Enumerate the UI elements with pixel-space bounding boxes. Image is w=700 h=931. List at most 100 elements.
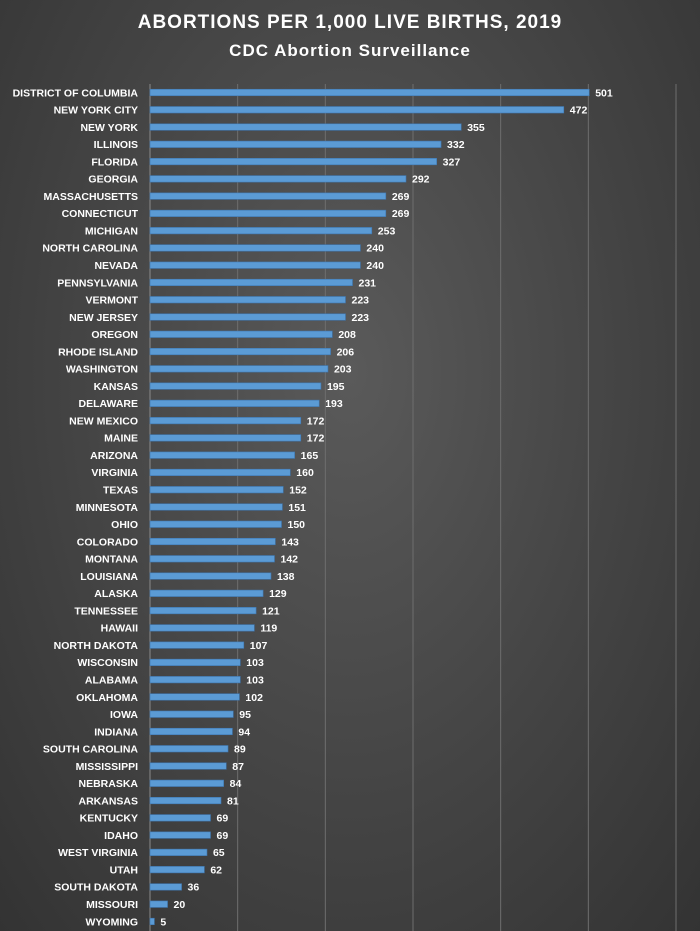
data-label: 20 [174, 899, 186, 911]
category-label: NEW YORK CITY [54, 105, 138, 117]
bar [149, 330, 333, 338]
bar [149, 710, 234, 718]
data-label: 65 [213, 847, 225, 859]
data-label: 36 [188, 882, 200, 894]
category-label: WASHINGTON [66, 364, 138, 376]
bar [149, 347, 331, 356]
category-label: TENNESSEE [74, 605, 138, 617]
data-label: 5 [160, 916, 166, 928]
data-label: 103 [246, 674, 264, 686]
bar [149, 209, 387, 217]
data-label: 152 [289, 485, 307, 497]
data-label: 203 [334, 364, 352, 376]
category-label: NEW YORK [80, 122, 138, 134]
data-label: 142 [280, 554, 298, 566]
data-label: 143 [281, 536, 299, 548]
data-label: 107 [250, 640, 268, 652]
data-label: 355 [467, 122, 485, 134]
category-label: MISSISSIPPI [76, 761, 139, 773]
data-label: 269 [392, 191, 410, 203]
data-label: 69 [216, 813, 228, 825]
category-label: IDAHO [104, 830, 138, 842]
data-label: 269 [392, 208, 410, 220]
chart-subtitle: CDC Abortion Surveillance [229, 41, 471, 60]
bar [149, 624, 255, 632]
bar [149, 589, 264, 597]
bar [149, 658, 241, 666]
data-label: 62 [210, 864, 222, 876]
data-label: 121 [262, 605, 280, 617]
data-label: 94 [238, 726, 250, 738]
data-label: 472 [570, 105, 588, 117]
category-label: NEW JERSEY [69, 312, 138, 324]
bar [149, 745, 229, 753]
bar [149, 607, 257, 615]
data-label: 102 [245, 692, 263, 704]
bar [149, 503, 283, 511]
bar [149, 693, 240, 701]
bar [149, 641, 245, 649]
data-label: 69 [216, 830, 228, 842]
data-label: 231 [359, 277, 377, 289]
category-label: MICHIGAN [85, 225, 138, 237]
bar [149, 296, 346, 304]
bar [149, 866, 205, 874]
category-label: SOUTH CAROLINA [43, 744, 138, 756]
data-label: 160 [296, 467, 314, 479]
category-label: ALASKA [94, 588, 138, 600]
bar [149, 278, 353, 287]
category-label: OKLAHOMA [76, 692, 138, 704]
bar [149, 192, 387, 200]
bar [149, 313, 346, 321]
category-label: NEW MEXICO [69, 415, 138, 427]
category-label: MISSOURI [86, 899, 138, 911]
data-label: 292 [412, 174, 430, 186]
category-label: UTAH [110, 864, 138, 876]
data-label: 501 [595, 87, 613, 99]
category-label: COLORADO [77, 536, 138, 548]
bar [149, 555, 275, 563]
data-label: 223 [351, 295, 369, 307]
data-label: 95 [239, 709, 251, 721]
category-label: NEVADA [94, 260, 138, 272]
bar [149, 88, 590, 97]
bar [149, 123, 462, 131]
category-label: MONTANA [85, 554, 138, 566]
category-label: LOUISIANA [80, 571, 138, 583]
bar [149, 434, 302, 442]
data-label: 223 [351, 312, 369, 324]
bar [149, 797, 222, 805]
bar [149, 244, 361, 252]
category-label: ARKANSAS [78, 795, 138, 807]
data-label: 138 [277, 571, 295, 583]
category-label: HAWAII [101, 623, 138, 635]
category-label: TEXAS [103, 485, 138, 497]
bar [149, 175, 407, 183]
data-label: 84 [230, 778, 242, 790]
category-label: PENNSYLVANIA [57, 277, 138, 289]
category-label: DISTRICT OF COLUMBIA [13, 87, 139, 99]
bar [149, 365, 329, 373]
data-label: 151 [288, 502, 306, 514]
category-label: WISCONSIN [77, 657, 138, 669]
category-label: RHODE ISLAND [58, 346, 138, 358]
bar [149, 399, 320, 407]
data-label: 172 [307, 415, 325, 427]
category-label: NORTH CAROLINA [42, 243, 138, 255]
category-label: MASSACHUSETTS [43, 191, 138, 203]
category-label: INDIANA [94, 726, 138, 738]
category-label: NORTH DAKOTA [54, 640, 139, 652]
category-label: ARIZONA [90, 450, 138, 462]
category-label: ALABAMA [85, 674, 138, 686]
bar [149, 917, 155, 926]
category-label: WYOMING [86, 916, 139, 928]
bar [149, 140, 442, 148]
bar [149, 848, 208, 856]
bar [149, 831, 211, 839]
bar [149, 451, 295, 459]
data-label: 103 [246, 657, 264, 669]
bar [149, 520, 282, 528]
category-label: GEORGIA [88, 174, 138, 186]
